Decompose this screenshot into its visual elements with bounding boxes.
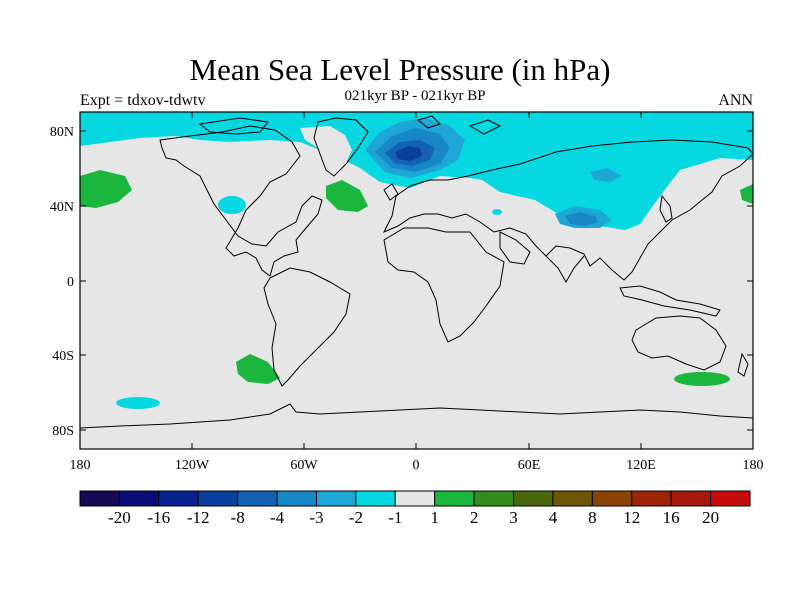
colorbar-label: 3: [509, 508, 518, 527]
north-pacific-positive-patch: [80, 170, 132, 208]
colorbar-swatch: [434, 490, 475, 507]
south-indian-positive-patch: [674, 372, 730, 386]
lat-tick-label: 80N: [50, 125, 74, 140]
coast-novaya-zemlya: [468, 119, 502, 135]
colorbar-swatch: [118, 490, 160, 507]
colorbar-label: -1: [388, 508, 402, 527]
colorbar-swatch: [237, 490, 278, 507]
greenland-gap: [300, 126, 352, 165]
lon-tick-label: 60W: [290, 458, 318, 473]
coast-europe-asia: [382, 139, 753, 281]
colorbar-label: 8: [588, 508, 597, 527]
lon-tick-label: 180: [743, 458, 764, 473]
coast-india: [545, 255, 585, 284]
south-pacific-positive-patch: [236, 354, 280, 384]
pacific-south-negative-patch: [116, 397, 160, 409]
coast-africa: [383, 227, 505, 343]
coast-antarctica: [80, 403, 753, 429]
lon-tick-label: 120E: [626, 458, 656, 473]
coast-maritime-asia: [619, 285, 721, 317]
map-panel: 80N 40N 0 40S 80S 180 120W 60W 0 60E 1: [50, 111, 764, 473]
colorbar-swatch: [79, 490, 120, 507]
colorbar-label: -8: [231, 508, 245, 527]
arctic-small-blue: [590, 168, 622, 182]
coast-british-isles: [383, 183, 399, 201]
coast-greenland: [313, 117, 369, 177]
colorbar-label: 20: [702, 508, 719, 527]
plot-subtitle: 021kyr BP - 021kyr BP: [344, 88, 486, 104]
colorbar-swatch: [631, 490, 672, 507]
coast-australia: [631, 315, 727, 371]
colorbar-swatch: [552, 490, 593, 507]
siberia-low-inner: [565, 212, 598, 226]
colorbar-swatch: [315, 490, 357, 507]
lat-tick-label: 40S: [52, 349, 74, 364]
scandinavia-low-core: [395, 146, 422, 161]
colorbar: -20 -16 -12 -8 -4 -3 -2 -1 1 2 3 4 8 12 16 20: [79, 490, 751, 527]
experiment-label: Expt = tdxov-tdwtv: [80, 92, 206, 109]
colorbar-swatch: [276, 490, 317, 507]
lat-tick-label: 80S: [52, 424, 74, 439]
colorbar-swatch: [158, 490, 199, 507]
colorbar-label: -20: [108, 508, 131, 527]
colorbar-label: 1: [430, 508, 439, 527]
colorbar-label: -4: [270, 508, 285, 527]
colorbar-label: 4: [549, 508, 558, 527]
colorbar-label: -16: [147, 508, 170, 527]
coast-japan: [659, 194, 673, 223]
colorbar-swatch: [591, 490, 633, 507]
colorbar-swatch: [197, 490, 239, 507]
colorbar-label: 2: [470, 508, 479, 527]
us-negative-patch: [218, 196, 246, 214]
lon-tick-label: 180: [70, 458, 91, 473]
colorbar-swatch: [513, 490, 554, 507]
pressure-anomaly-fields: [80, 112, 753, 409]
lon-tick-label: 120W: [175, 458, 210, 473]
lat-tick-label: 40N: [50, 200, 74, 215]
coast-new-zealand: [737, 352, 749, 377]
colorbar-swatch: [394, 490, 436, 507]
colorbar-label: 16: [663, 508, 680, 527]
colorbar-swatch: [710, 490, 751, 507]
colorbar-swatch: [473, 490, 515, 507]
colorbar-label: 12: [623, 508, 640, 527]
colorbar-label: -2: [349, 508, 363, 527]
lon-tick-label: 60E: [518, 458, 541, 473]
north-atlantic-positive-patch: [326, 180, 368, 212]
coast-svalbard: [416, 115, 441, 129]
colorbar-label: -12: [187, 508, 210, 527]
latitude-ticks: 80N 40N 0 40S 80S: [50, 125, 753, 439]
coast-arabia: [499, 231, 531, 265]
africa-negative-patch: [492, 209, 502, 215]
coastlines: [80, 115, 753, 429]
coast-south-america: [263, 267, 351, 387]
lon-tick-label: 0: [413, 458, 420, 473]
colorbar-label: -3: [309, 508, 323, 527]
coast-north-america: [159, 125, 323, 277]
lat-tick-label: 0: [67, 275, 74, 290]
colorbar-swatch: [355, 490, 396, 507]
colorbar-swatch: [670, 490, 712, 507]
plot-title: Mean Sea Level Pressure (in hPa): [189, 52, 611, 87]
coast-arctic-islands: [198, 117, 269, 135]
west-pacific-positive-patch: [740, 184, 753, 204]
longitude-ticks: 180 120W 60W 0 60E 120E 180: [70, 112, 764, 473]
season-label: ANN: [718, 92, 753, 109]
